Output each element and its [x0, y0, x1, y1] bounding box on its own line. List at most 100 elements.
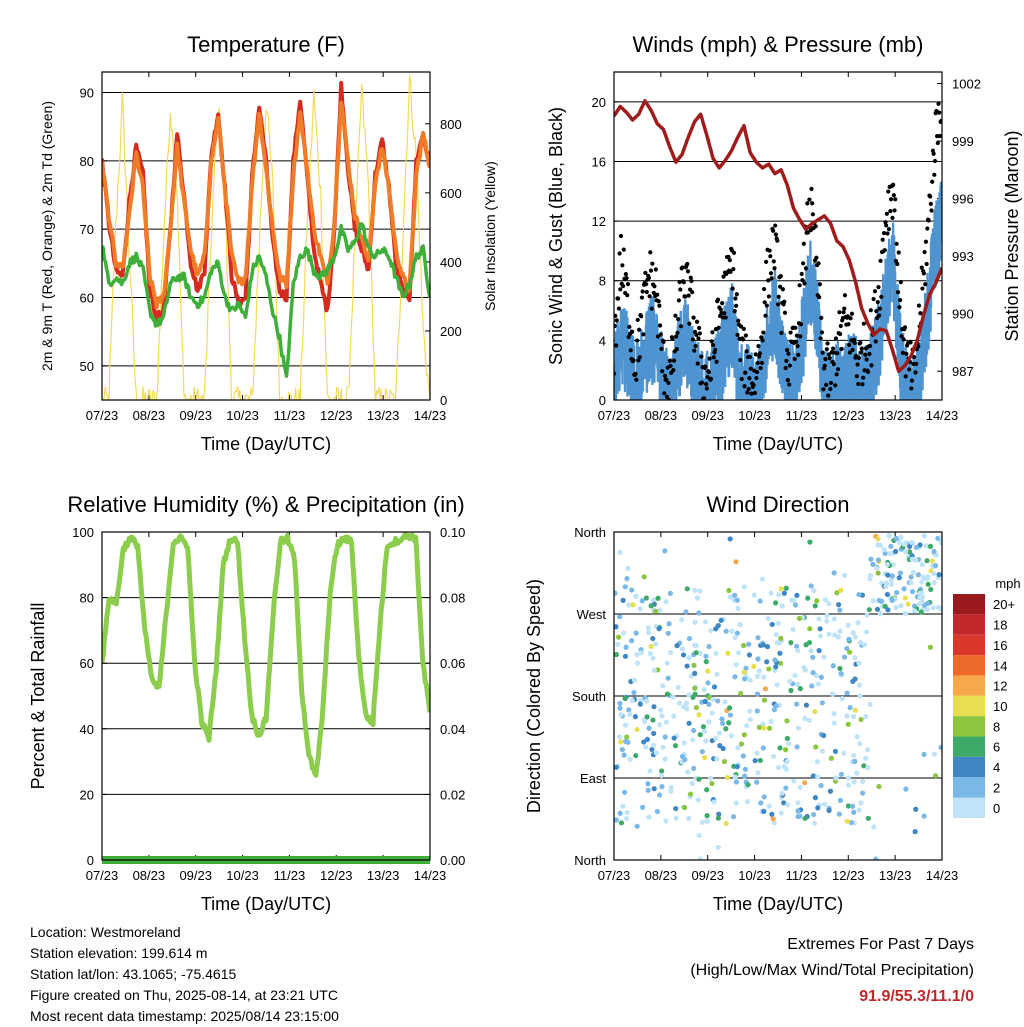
wind-gust-point: [797, 283, 802, 288]
dir-point: [738, 741, 745, 747]
temp-series-group: [102, 100, 430, 310]
dir-point: [666, 621, 672, 627]
wind-gust-point: [786, 351, 791, 356]
dir-point: [657, 707, 664, 713]
wind-gust-point: [648, 268, 654, 273]
wind-gust-point: [620, 263, 625, 268]
wind-gust-point: [723, 315, 728, 320]
wind-gust-point: [825, 341, 830, 346]
wind-gust-point: [687, 321, 692, 326]
dir-point: [797, 686, 803, 692]
wind-gust-point: [907, 367, 912, 372]
wind-gust-point: [859, 346, 864, 351]
dir-point: [889, 573, 895, 579]
dir-point: [615, 641, 621, 647]
dir-point: [704, 813, 710, 819]
colorbar-label: 10: [993, 699, 1007, 714]
wind-gust-point: [772, 266, 777, 271]
wind-gust-point: [625, 281, 631, 287]
dir-point: [772, 657, 778, 663]
dir-ytick-label: North: [574, 853, 606, 868]
colorbar-label: 4: [993, 760, 1000, 775]
wind-gust-point: [877, 306, 882, 311]
wind-gust-point: [760, 338, 765, 343]
wind-gust-point: [683, 294, 688, 299]
dir-point: [857, 693, 863, 699]
dir-point: [637, 606, 643, 612]
wind-gust-point: [662, 391, 667, 396]
wind-gust-point: [860, 382, 865, 387]
dir-point: [795, 800, 801, 806]
wind-gust-point: [677, 279, 682, 285]
wind-gust-point: [881, 230, 887, 236]
dir-point: [821, 732, 827, 739]
wind-gust-point: [817, 282, 822, 287]
wind-gust-point: [838, 331, 843, 337]
wind-border: [613, 71, 943, 401]
wind-gust-point: [928, 194, 933, 199]
wind-gust-point: [922, 249, 927, 255]
dir-point: [626, 707, 632, 713]
dir-point: [905, 601, 911, 607]
wind-gust-point: [621, 247, 626, 252]
dir-point: [764, 659, 770, 665]
dir-point: [617, 810, 623, 816]
wind-gust-point: [685, 261, 690, 267]
wind-gust-point: [708, 376, 714, 382]
wind-gust-point: [831, 346, 836, 351]
dir-point: [663, 719, 670, 725]
dir-point: [858, 800, 864, 806]
dir-point: [795, 681, 801, 688]
wind-gust-point: [639, 314, 644, 319]
wind-gust-point: [793, 325, 798, 330]
dir-point: [852, 758, 858, 764]
wind-gust-point: [914, 361, 919, 366]
dir-point: [751, 592, 757, 598]
dir-point: [633, 593, 639, 599]
dir-point: [777, 650, 783, 656]
colorbar-label: 12: [993, 679, 1007, 694]
dir-point: [760, 642, 766, 648]
wind-gust-point: [810, 201, 815, 206]
dir-point: [696, 832, 702, 838]
dir-point: [691, 727, 697, 734]
wind-gust-point: [821, 387, 826, 392]
dir-point: [908, 574, 914, 580]
dir-point: [679, 617, 685, 623]
dir-point: [700, 724, 707, 730]
dir-point: [644, 698, 650, 704]
dir-point: [909, 589, 916, 595]
colorbar-cell: [953, 634, 985, 656]
dir-point: [676, 700, 682, 706]
dir-point: [794, 592, 800, 598]
wind-gust-point: [738, 324, 744, 329]
dir-point: [755, 656, 761, 662]
dir-point: [844, 690, 850, 696]
dir-point: [813, 744, 819, 750]
wind-gust-point: [783, 365, 788, 371]
wind-xtick-label: 14/23: [926, 408, 959, 423]
dir-point: [754, 673, 760, 679]
dir-point: [919, 579, 925, 585]
wind-gust-point: [741, 337, 746, 342]
dir-point: [883, 583, 889, 589]
dir-point: [629, 587, 635, 593]
wind-gust-point: [848, 316, 853, 321]
dir-point: [723, 628, 729, 634]
wind-gust-point: [616, 296, 621, 301]
wind-gust-point: [911, 355, 917, 360]
dir-point: [754, 691, 761, 697]
dir-point: [692, 587, 698, 593]
wind-gust-point: [778, 274, 783, 279]
wind-gust-point: [704, 382, 709, 387]
dir-point: [831, 720, 837, 726]
wind-gust-point: [771, 228, 776, 233]
dir-point: [927, 644, 933, 650]
dir-point: [770, 753, 777, 759]
wind-gust-point: [685, 269, 691, 274]
dir-point: [865, 747, 871, 753]
dir-point: [873, 565, 880, 571]
dir-point: [770, 816, 776, 822]
wind-gust-point: [699, 354, 704, 359]
